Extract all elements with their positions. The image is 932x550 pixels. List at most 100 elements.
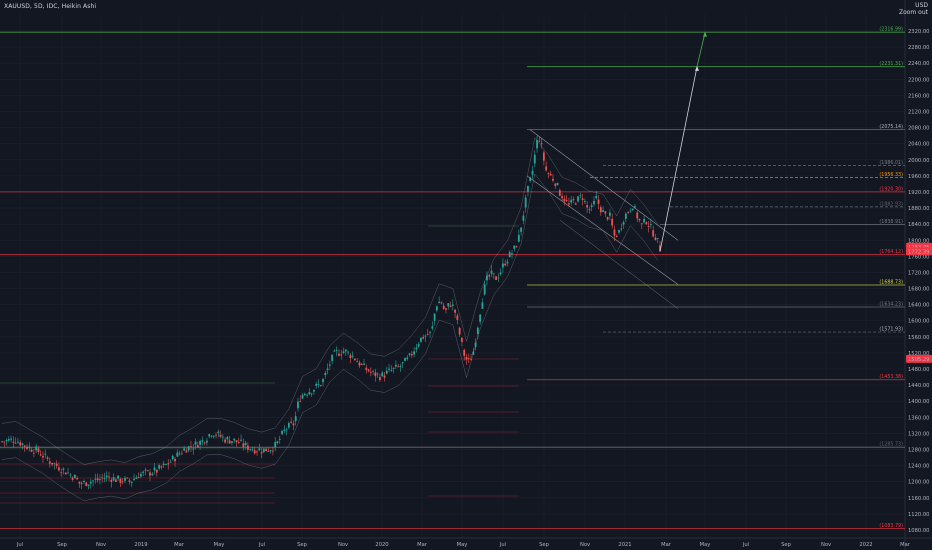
level-label: (1956.33) bbox=[879, 172, 903, 178]
y-tick-label: 1960.00 bbox=[908, 174, 929, 180]
candle-body bbox=[497, 277, 500, 279]
candles bbox=[1, 135, 661, 502]
candle-body bbox=[552, 178, 554, 181]
candle-body bbox=[240, 439, 242, 441]
candle-body bbox=[572, 199, 575, 201]
level-label: (1083.79) bbox=[879, 523, 903, 529]
candle-body bbox=[99, 479, 101, 480]
candle-body bbox=[501, 263, 504, 268]
candle-body bbox=[463, 349, 466, 356]
candle-body bbox=[447, 303, 450, 307]
candle-body bbox=[53, 463, 56, 465]
candle-body bbox=[392, 367, 395, 369]
candle-body bbox=[358, 362, 361, 366]
candle-body bbox=[246, 445, 249, 450]
level-label: (1920.30) bbox=[879, 186, 903, 192]
candle-body bbox=[80, 483, 83, 484]
candle-body bbox=[627, 212, 630, 213]
y-tick-label: 1080.00 bbox=[908, 528, 929, 534]
candle-body bbox=[590, 205, 593, 208]
candle-body bbox=[326, 368, 329, 371]
candle-body bbox=[60, 472, 63, 474]
currency-label: USD bbox=[915, 2, 928, 9]
candle-body bbox=[397, 366, 400, 368]
candle-body bbox=[429, 331, 431, 333]
candle-body bbox=[249, 448, 252, 450]
candle-body bbox=[151, 473, 154, 476]
x-tick-label: May bbox=[457, 542, 468, 548]
candle-body bbox=[128, 480, 131, 482]
candle-body bbox=[615, 235, 618, 237]
candle-body bbox=[180, 453, 183, 455]
channel-extra-line bbox=[559, 219, 679, 309]
candle-body bbox=[199, 441, 201, 445]
candle-body bbox=[606, 217, 609, 220]
x-tick-label: Mar bbox=[661, 542, 672, 548]
candle-body bbox=[165, 464, 167, 465]
level-label: (1285.73) bbox=[879, 442, 903, 448]
candle-body bbox=[577, 196, 579, 202]
candle-body bbox=[454, 309, 456, 313]
candle-body bbox=[42, 455, 44, 458]
candle-body bbox=[35, 446, 38, 451]
x-tick-label: 2020 bbox=[375, 542, 388, 548]
y-tick-label: 1640.00 bbox=[908, 303, 929, 309]
candle-body bbox=[349, 355, 352, 359]
y-tick-label: 1920.00 bbox=[908, 190, 929, 196]
candle-body bbox=[44, 453, 47, 455]
price-tag-bg bbox=[906, 247, 932, 256]
envelope-upper bbox=[1, 137, 658, 465]
candle-body bbox=[76, 478, 79, 480]
scale-mode-label[interactable]: Zoom out bbox=[898, 9, 928, 16]
x-tick-label: Sep bbox=[57, 542, 67, 548]
candle-body bbox=[527, 185, 529, 192]
candle-body bbox=[124, 477, 126, 481]
candle-body bbox=[169, 461, 172, 463]
y-tick-label: 2160.00 bbox=[908, 93, 929, 99]
candle-body bbox=[283, 429, 286, 431]
candle-body bbox=[5, 440, 8, 442]
y-tick-label: 2120.00 bbox=[908, 109, 929, 115]
level-label: (1571.93) bbox=[879, 327, 903, 333]
horizontal-levels: (2316.99) (2231.31) (2075.14) (1986.01) (195… bbox=[0, 27, 905, 529]
candle-body bbox=[224, 439, 227, 443]
candle-body bbox=[420, 337, 422, 342]
candle-body bbox=[313, 389, 315, 392]
candle-body bbox=[160, 466, 163, 468]
candle-body bbox=[158, 465, 161, 469]
candle-body bbox=[517, 234, 520, 242]
candle-body bbox=[533, 154, 536, 164]
candle-body bbox=[381, 372, 384, 377]
candle-body bbox=[547, 173, 550, 174]
candle-body bbox=[253, 450, 256, 454]
candle-body bbox=[3, 441, 6, 443]
candle-body bbox=[212, 435, 215, 437]
candle-body bbox=[121, 481, 124, 483]
arrow-head bbox=[695, 65, 699, 71]
candle-body bbox=[595, 195, 598, 199]
x-tick-label: Mar bbox=[174, 542, 185, 548]
channel-upper-line bbox=[529, 129, 679, 241]
candle-body bbox=[112, 477, 115, 481]
symbol-title[interactable]: XAUUSD, 5D, IDC, Heikin Ashi bbox=[4, 3, 97, 10]
candle-body bbox=[231, 441, 233, 443]
candle-body bbox=[201, 440, 204, 442]
y-tick-label: 1880.00 bbox=[908, 206, 929, 212]
candle-body bbox=[287, 423, 290, 428]
candle-body bbox=[21, 443, 24, 445]
candle-body bbox=[12, 441, 15, 443]
x-tick-label: Jul bbox=[258, 542, 265, 548]
candle-body bbox=[119, 478, 122, 483]
level-label: (1453.38) bbox=[879, 374, 903, 380]
candle-body bbox=[92, 480, 94, 482]
candle-body bbox=[228, 440, 231, 444]
candle-body bbox=[604, 211, 607, 214]
candle-body bbox=[363, 363, 365, 365]
y-tick-label: 1680.00 bbox=[908, 287, 929, 293]
candle-body bbox=[495, 276, 497, 280]
candle-body bbox=[215, 434, 217, 436]
candle-body bbox=[1, 441, 3, 443]
